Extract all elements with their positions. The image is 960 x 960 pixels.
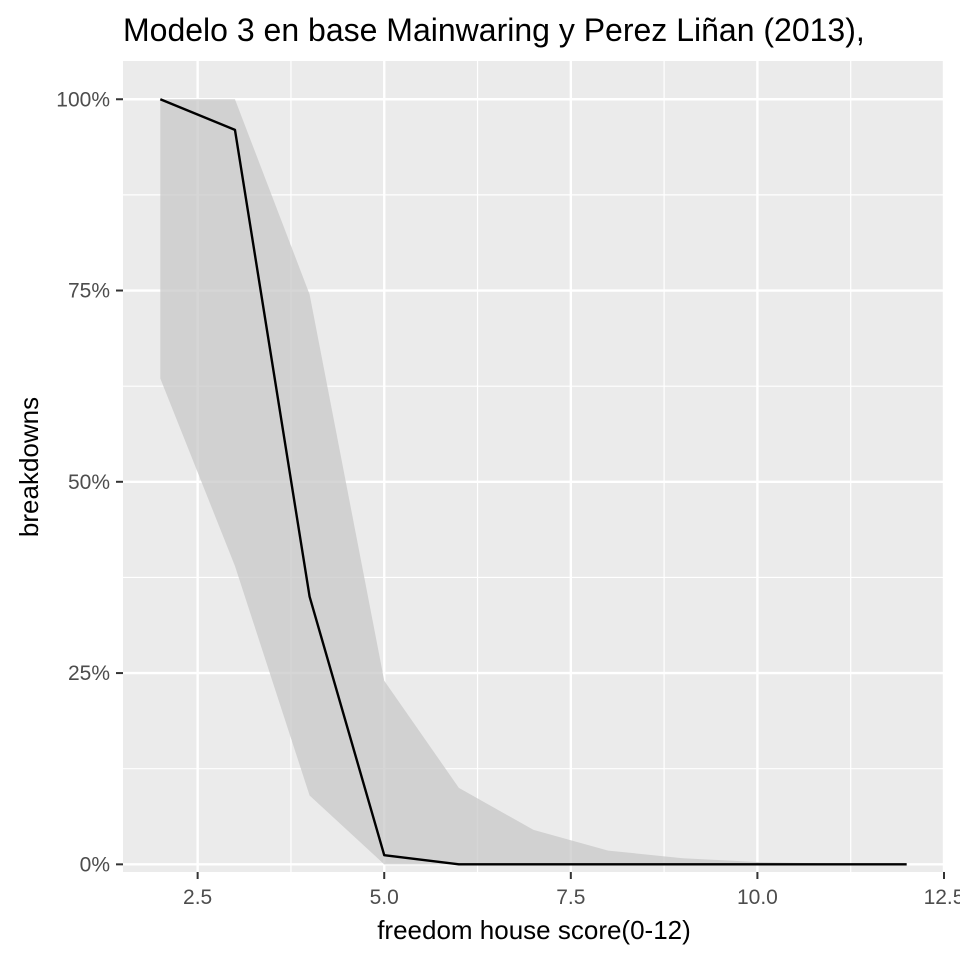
y-tick-label: 100% (56, 88, 110, 111)
axis-tick-labels: 2.5 5.0 7.5 10.0 12.5 0% 25% 50% 75% 100% (56, 88, 960, 909)
x-tick-label: 12.5 (924, 886, 960, 909)
x-tick-label: 5.0 (370, 886, 399, 909)
y-tick-label: 75% (68, 280, 110, 303)
data-layer (159, 98, 907, 866)
y-tick-label: 50% (68, 471, 110, 494)
chart-title: Modelo 3 en base Mainwaring y Perez Liña… (123, 12, 865, 48)
y-axis-title: breakdowns (14, 397, 44, 537)
x-axis-title: freedom house score(0-12) (377, 915, 691, 945)
y-tick-label: 25% (68, 662, 110, 685)
axis-ticks (116, 98, 945, 879)
confidence-ribbon (160, 99, 907, 865)
series-line (159, 98, 907, 866)
x-tick-label: 2.5 (183, 886, 212, 909)
y-tick-label: 0% (80, 853, 110, 876)
x-tick-label: 7.5 (556, 886, 585, 909)
x-tick-label: 10.0 (737, 886, 778, 909)
